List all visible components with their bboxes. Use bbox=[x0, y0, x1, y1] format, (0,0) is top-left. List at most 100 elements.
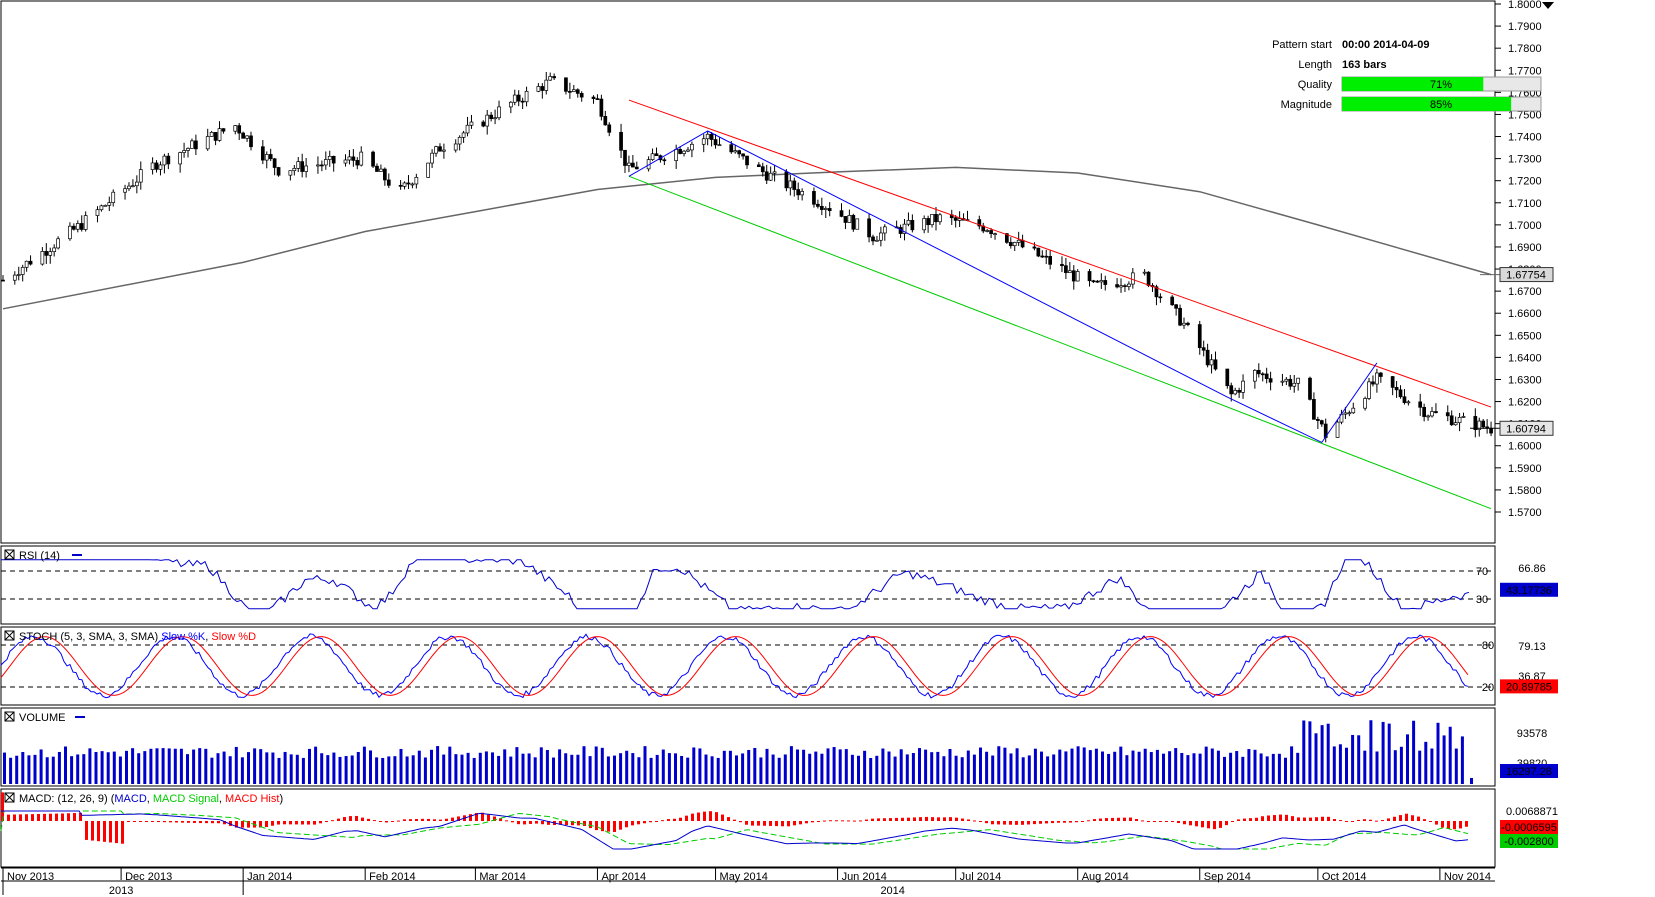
macd-hist-bar bbox=[451, 817, 454, 821]
volume-bar bbox=[1308, 721, 1312, 784]
candle-body bbox=[264, 154, 269, 161]
ma-last-label: 1.67754 bbox=[1506, 270, 1546, 282]
macd-hist-bar bbox=[1357, 819, 1360, 821]
volume-bar bbox=[1363, 750, 1367, 784]
volume-bar bbox=[1448, 726, 1452, 784]
y-tick-label: 1.6900 bbox=[1508, 242, 1542, 254]
volume-bar bbox=[259, 749, 263, 784]
candle-body bbox=[764, 171, 769, 181]
candle-body bbox=[516, 94, 521, 102]
macd-hist-bar bbox=[13, 814, 16, 821]
macd-hist-bar bbox=[1081, 821, 1084, 822]
volume-bar bbox=[747, 749, 751, 784]
volume-bar bbox=[680, 755, 684, 784]
macd-hist-bar bbox=[19, 814, 22, 821]
macd-hist-bar bbox=[265, 821, 268, 828]
macd-hist-bar bbox=[601, 821, 604, 832]
candle-body bbox=[162, 155, 167, 166]
macd-close-icon[interactable] bbox=[4, 792, 15, 803]
candle-body bbox=[457, 136, 462, 145]
volume-bar bbox=[454, 754, 458, 784]
candle-body bbox=[1406, 401, 1411, 404]
candle-body bbox=[237, 125, 242, 134]
volume-bar bbox=[198, 748, 202, 784]
macd-hist-bar bbox=[955, 817, 958, 821]
volume-bar bbox=[82, 754, 86, 784]
y-tick-label: 1.7000 bbox=[1508, 220, 1542, 232]
macd-hist-bar bbox=[535, 821, 538, 824]
macd-hist-bar bbox=[43, 813, 46, 821]
volume-bar bbox=[997, 746, 1001, 784]
volume-bar bbox=[1125, 755, 1129, 784]
volume-close-icon[interactable] bbox=[4, 711, 15, 722]
candle-body bbox=[1343, 412, 1348, 415]
volume-bar bbox=[844, 749, 848, 784]
candle-body bbox=[1209, 359, 1214, 366]
volume-bar bbox=[27, 755, 31, 784]
stoch-close-icon[interactable] bbox=[4, 630, 15, 641]
volume-bar bbox=[1430, 748, 1434, 784]
candle-body bbox=[1477, 420, 1482, 430]
macd-hist-bar bbox=[391, 821, 394, 822]
quality-value: 71% bbox=[1430, 79, 1452, 91]
macd-hist-bar bbox=[481, 812, 484, 821]
macd-hist-bar bbox=[943, 817, 946, 821]
macd-hist-bar bbox=[385, 821, 388, 823]
candle-body bbox=[1422, 406, 1426, 417]
volume-bar bbox=[936, 751, 940, 784]
macd-hist-bar bbox=[379, 821, 382, 822]
candle-body bbox=[465, 124, 470, 134]
candle-body bbox=[1398, 389, 1403, 398]
candle-body bbox=[544, 79, 549, 91]
stoch-d-line bbox=[0, 636, 1469, 696]
y-tick-label: 1.6600 bbox=[1508, 308, 1542, 320]
candle-body bbox=[461, 132, 466, 138]
macd-line bbox=[1, 810, 1469, 850]
volume-bar bbox=[39, 749, 43, 784]
y-tick-label: 1.6500 bbox=[1508, 330, 1542, 342]
volume-bar bbox=[192, 749, 196, 784]
macd-hist-bar bbox=[865, 819, 868, 821]
volume-bar bbox=[820, 753, 824, 784]
volume-bar bbox=[1180, 752, 1184, 784]
candle-body bbox=[717, 144, 722, 147]
volume-bar bbox=[1223, 756, 1226, 784]
macd-hist-bar bbox=[781, 821, 784, 827]
volume-bar bbox=[64, 746, 67, 784]
volume-bar bbox=[857, 755, 860, 784]
volume-bar bbox=[399, 748, 403, 784]
candle-body bbox=[938, 214, 942, 223]
macd-hist-bar bbox=[799, 821, 802, 825]
candle-body bbox=[1032, 246, 1037, 249]
macd-hist-bar bbox=[829, 820, 832, 822]
candle-body bbox=[977, 219, 982, 227]
volume-bar bbox=[527, 753, 531, 784]
candle-body bbox=[1142, 271, 1147, 274]
candle-body bbox=[540, 86, 545, 91]
macd-hist-bar bbox=[787, 821, 790, 827]
x-month-label: Dec 2013 bbox=[125, 871, 172, 883]
scroll-marker-icon[interactable] bbox=[1542, 2, 1554, 9]
macd-hist-bar bbox=[31, 814, 34, 821]
x-month-label: Nov 2014 bbox=[1444, 871, 1491, 883]
macd-hist-bar bbox=[607, 821, 610, 832]
volume-bar bbox=[850, 754, 854, 784]
volume-bar bbox=[247, 752, 250, 784]
pattern-length-label: Length bbox=[1298, 59, 1332, 71]
volume-bar bbox=[344, 756, 348, 784]
candle-body bbox=[1453, 422, 1458, 426]
macd-hist-bar bbox=[745, 821, 748, 825]
macd-hist-bar bbox=[1261, 816, 1264, 821]
macd-hist-bar bbox=[529, 821, 532, 824]
volume-bar bbox=[1399, 746, 1403, 784]
stoch-last-box bbox=[1500, 679, 1558, 694]
candle-body bbox=[772, 171, 777, 174]
candle-body bbox=[16, 274, 21, 276]
volume-bar bbox=[70, 756, 74, 784]
rsi-close-icon[interactable] bbox=[4, 549, 15, 560]
macd-hist-bar bbox=[133, 821, 136, 822]
volume-bar bbox=[472, 757, 476, 784]
volume-bar bbox=[1149, 752, 1153, 784]
candle-body bbox=[1426, 415, 1430, 418]
